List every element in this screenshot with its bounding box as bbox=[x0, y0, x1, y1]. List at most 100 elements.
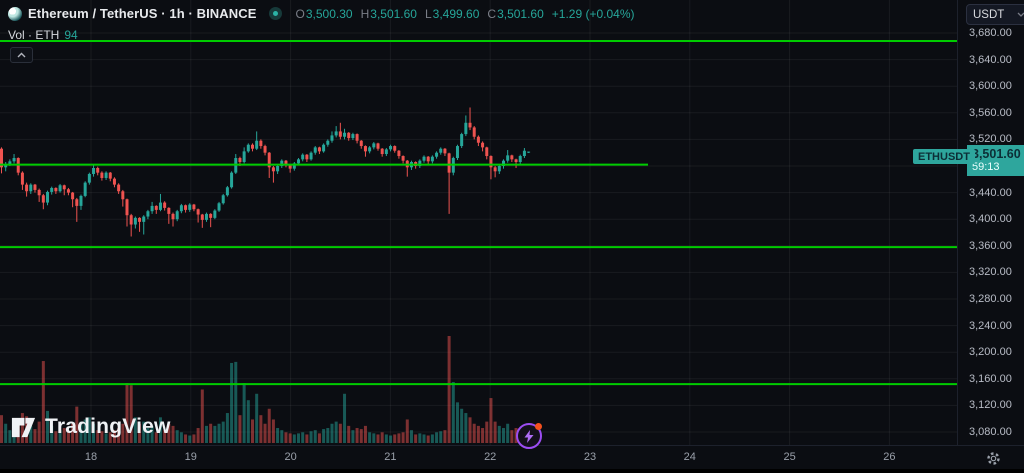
volume-bar bbox=[200, 389, 204, 443]
symbol-title[interactable]: Ethereum / TetherUS · 1h · BINANCE bbox=[28, 6, 257, 21]
volume-bar bbox=[288, 433, 292, 443]
candle bbox=[527, 151, 531, 153]
volume-bar bbox=[221, 421, 225, 443]
time-axis-label: 20 bbox=[284, 451, 297, 463]
volume-layer bbox=[0, 336, 531, 443]
candle bbox=[468, 122, 472, 128]
volume-bar bbox=[472, 423, 476, 443]
volume-label[interactable]: Vol · ETH bbox=[8, 28, 60, 42]
volume-bar bbox=[393, 434, 397, 443]
volume-bar bbox=[167, 423, 171, 443]
candle bbox=[66, 189, 70, 193]
volume-bar bbox=[372, 433, 376, 443]
candle bbox=[518, 156, 522, 163]
candle bbox=[242, 151, 246, 163]
candle bbox=[0, 148, 3, 168]
price-axis-label: 3,360.00 bbox=[969, 239, 1012, 252]
volume-bar bbox=[259, 415, 263, 443]
current-price-tag: 3,501.60 59:13 bbox=[967, 145, 1024, 176]
candle bbox=[389, 146, 393, 150]
candle bbox=[347, 132, 351, 139]
candle bbox=[443, 148, 447, 154]
volume-bar bbox=[171, 425, 175, 443]
price-axis-label: 3,520.00 bbox=[969, 133, 1012, 146]
change-value: +1.29 (+0.04%) bbox=[551, 6, 635, 21]
chevron-up-icon bbox=[17, 52, 26, 58]
volume-bar bbox=[409, 430, 413, 443]
price-axis-label: 3,440.00 bbox=[969, 186, 1012, 199]
volume-bar bbox=[125, 383, 129, 443]
volume-bar bbox=[271, 419, 275, 443]
ohlc-values: O 3,500.30 H 3,501.60 L 3,499.60 C 3,501.60 … bbox=[296, 7, 635, 21]
candle-layer bbox=[0, 107, 531, 237]
volume-bar bbox=[485, 421, 489, 443]
volume-bar bbox=[401, 432, 405, 443]
volume-bar bbox=[280, 430, 284, 443]
candle bbox=[485, 147, 489, 157]
candle bbox=[317, 147, 321, 152]
candle bbox=[368, 147, 372, 152]
volume-bar bbox=[363, 425, 367, 443]
volume-bar bbox=[292, 434, 296, 443]
tradingview-watermark[interactable]: TradingView bbox=[10, 413, 171, 440]
volume-bar bbox=[464, 413, 468, 443]
low-value: 3,499.60 bbox=[432, 6, 480, 21]
time-axis-label: 24 bbox=[683, 451, 696, 463]
volume-bar bbox=[142, 421, 146, 443]
volume-bar bbox=[347, 425, 351, 443]
volume-bar bbox=[246, 400, 250, 443]
candle bbox=[62, 185, 66, 190]
volume-bar bbox=[225, 413, 229, 443]
time-axis[interactable]: 18 19 20 21 22 23 24 25 26 bbox=[0, 445, 1024, 470]
low-label: L bbox=[424, 6, 432, 21]
candle bbox=[25, 184, 29, 192]
candle bbox=[309, 152, 313, 160]
volume-bar bbox=[263, 423, 267, 443]
volume-bar bbox=[309, 431, 313, 443]
volume-bar bbox=[447, 336, 451, 443]
price-axis-label: 3,640.00 bbox=[969, 53, 1012, 66]
high-value: 3,501.60 bbox=[370, 6, 417, 21]
volume-bar bbox=[326, 428, 330, 443]
candle bbox=[54, 187, 58, 192]
candle bbox=[246, 144, 250, 152]
candle bbox=[322, 144, 326, 152]
candle bbox=[271, 167, 275, 172]
watermark-text: TradingView bbox=[45, 414, 171, 438]
candle bbox=[146, 211, 150, 217]
candle bbox=[104, 172, 108, 178]
collapse-legend-button[interactable] bbox=[10, 47, 33, 63]
candle bbox=[501, 160, 505, 166]
volume-bar bbox=[230, 362, 234, 443]
price-axis[interactable]: USDT 3,680.00 3,640.00 3,600.00 3,560.00 3,5… bbox=[957, 0, 1024, 445]
candle bbox=[200, 214, 204, 220]
volume-bar bbox=[297, 433, 301, 443]
volume-bar bbox=[418, 433, 422, 443]
time-axis-label: 22 bbox=[484, 451, 497, 463]
price-chart-canvas[interactable] bbox=[0, 0, 957, 445]
currency-selector-button[interactable]: USDT bbox=[966, 4, 1024, 25]
candle bbox=[359, 140, 363, 147]
volume-bar bbox=[184, 434, 188, 443]
candle bbox=[37, 189, 41, 196]
candle bbox=[447, 153, 451, 173]
volume-bar bbox=[355, 428, 359, 443]
volume-bar bbox=[313, 430, 317, 443]
candle bbox=[129, 215, 133, 225]
candle bbox=[50, 187, 54, 192]
time-axis-label: 18 bbox=[84, 451, 98, 463]
candle bbox=[184, 205, 188, 210]
candle bbox=[100, 172, 104, 178]
volume-bar bbox=[133, 417, 137, 443]
volume-bar bbox=[397, 433, 401, 443]
boost-button[interactable] bbox=[516, 423, 542, 449]
volume-bar bbox=[150, 425, 154, 443]
market-status-icon[interactable] bbox=[268, 7, 282, 20]
candle bbox=[455, 146, 459, 159]
volume-bar bbox=[489, 398, 493, 443]
candle bbox=[267, 152, 271, 168]
volume-bar bbox=[146, 428, 150, 443]
axis-settings-gear-icon[interactable] bbox=[984, 449, 1002, 467]
candle bbox=[255, 140, 259, 149]
volume-bar bbox=[8, 430, 12, 443]
